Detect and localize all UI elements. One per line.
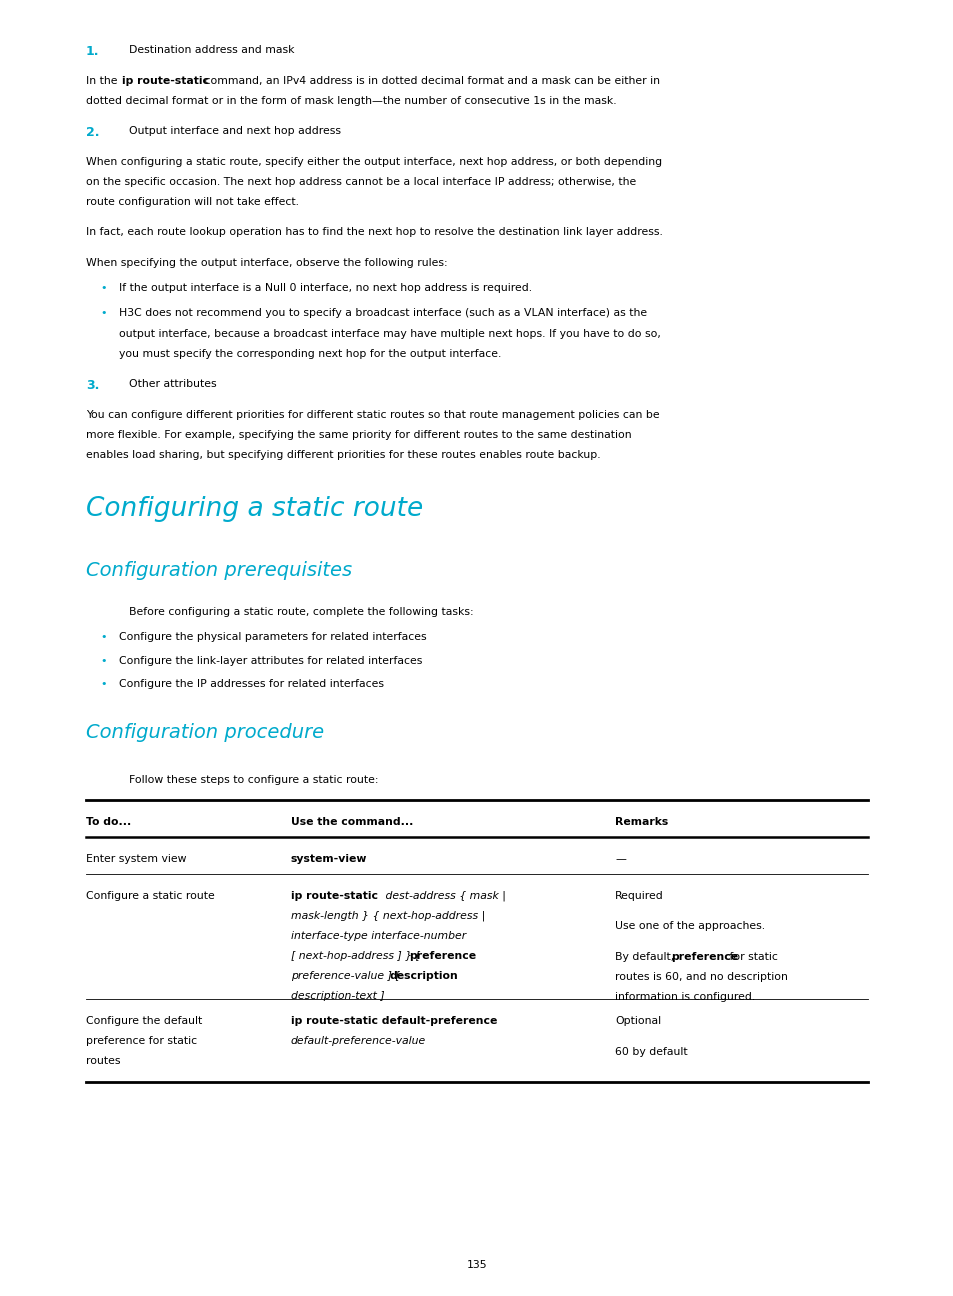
Text: 60 by default: 60 by default: [615, 1047, 687, 1056]
Text: 135: 135: [466, 1260, 487, 1270]
Text: ip route-static: ip route-static: [291, 890, 377, 901]
Text: Other attributes: Other attributes: [129, 378, 216, 389]
Text: Enter system view: Enter system view: [86, 854, 186, 863]
Text: dotted decimal format or in the form of mask length—the number of consecutive 1s: dotted decimal format or in the form of …: [86, 96, 616, 106]
Text: Configuration prerequisites: Configuration prerequisites: [86, 560, 352, 579]
Text: Configure the IP addresses for related interfaces: Configure the IP addresses for related i…: [119, 679, 384, 689]
Text: In fact, each route lookup operation has to find the next hop to resolve the des: In fact, each route lookup operation has…: [86, 227, 662, 237]
Text: •: •: [100, 679, 107, 689]
Text: 3.: 3.: [86, 378, 99, 393]
Text: enables load sharing, but specifying different priorities for these routes enabl: enables load sharing, but specifying dif…: [86, 450, 599, 460]
Text: Destination address and mask: Destination address and mask: [129, 45, 294, 56]
Text: preference: preference: [409, 951, 476, 960]
Text: output interface, because a broadcast interface may have multiple next hops. If : output interface, because a broadcast in…: [119, 328, 660, 338]
Text: 2.: 2.: [86, 126, 99, 140]
Text: preference: preference: [670, 951, 737, 962]
Text: Use one of the approaches.: Use one of the approaches.: [615, 921, 764, 931]
Text: Configure the physical parameters for related interfaces: Configure the physical parameters for re…: [119, 632, 426, 643]
Text: preference for static: preference for static: [86, 1037, 196, 1046]
Text: more flexible. For example, specifying the same priority for different routes to: more flexible. For example, specifying t…: [86, 429, 631, 439]
Text: ip route-static: ip route-static: [122, 76, 209, 86]
Text: Required: Required: [615, 890, 663, 901]
Text: [ next-hop-address ] } [: [ next-hop-address ] } [: [291, 951, 423, 960]
Text: H3C does not recommend you to specify a broadcast interface (such as a VLAN inte: H3C does not recommend you to specify a …: [119, 308, 647, 319]
Text: You can configure different priorities for different static routes so that route: You can configure different priorities f…: [86, 410, 659, 420]
Text: ip route-static default-preference: ip route-static default-preference: [291, 1016, 497, 1026]
Text: information is configured.: information is configured.: [615, 991, 755, 1002]
Text: Configure a static route: Configure a static route: [86, 890, 214, 901]
Text: By default,: By default,: [615, 951, 678, 962]
Text: default-preference-value: default-preference-value: [291, 1037, 426, 1046]
Text: Configuring a static route: Configuring a static route: [86, 495, 423, 522]
Text: on the specific occasion. The next hop address cannot be a local interface IP ad: on the specific occasion. The next hop a…: [86, 176, 636, 187]
Text: for static: for static: [725, 951, 777, 962]
Text: When specifying the output interface, observe the following rules:: When specifying the output interface, ob…: [86, 258, 447, 268]
Text: preference-value ] [: preference-value ] [: [291, 971, 403, 981]
Text: In the: In the: [86, 76, 121, 86]
Text: 1.: 1.: [86, 45, 99, 58]
Text: route configuration will not take effect.: route configuration will not take effect…: [86, 197, 298, 207]
Text: routes: routes: [86, 1056, 120, 1067]
Text: Configure the default: Configure the default: [86, 1016, 202, 1026]
Text: Optional: Optional: [615, 1016, 660, 1026]
Text: description-text ]: description-text ]: [291, 991, 384, 1001]
Text: routes is 60, and no description: routes is 60, and no description: [615, 972, 787, 981]
Text: interface-type interface-number: interface-type interface-number: [291, 931, 466, 941]
Text: •: •: [100, 632, 107, 643]
Text: —: —: [615, 854, 625, 863]
Text: you must specify the corresponding next hop for the output interface.: you must specify the corresponding next …: [119, 349, 501, 359]
Text: command, an IPv4 address is in dotted decimal format and a mask can be either in: command, an IPv4 address is in dotted de…: [201, 76, 659, 86]
Text: Before configuring a static route, complete the following tasks:: Before configuring a static route, compl…: [129, 607, 473, 617]
Text: When configuring a static route, specify either the output interface, next hop a: When configuring a static route, specify…: [86, 157, 661, 167]
Text: mask-length } { next-hop-address |: mask-length } { next-hop-address |: [291, 911, 485, 921]
Text: If the output interface is a Null 0 interface, no next hop address is required.: If the output interface is a Null 0 inte…: [119, 283, 532, 293]
Text: Follow these steps to configure a static route:: Follow these steps to configure a static…: [129, 775, 378, 784]
Text: Configuration procedure: Configuration procedure: [86, 723, 324, 741]
Text: Use the command...: Use the command...: [291, 816, 413, 827]
Text: •: •: [100, 656, 107, 666]
Text: dest-address { mask |: dest-address { mask |: [381, 890, 505, 901]
Text: system-view: system-view: [291, 854, 367, 863]
Text: •: •: [100, 308, 107, 319]
Text: Output interface and next hop address: Output interface and next hop address: [129, 126, 340, 136]
Text: Configure the link-layer attributes for related interfaces: Configure the link-layer attributes for …: [119, 656, 422, 666]
Text: To do...: To do...: [86, 816, 131, 827]
Text: Remarks: Remarks: [615, 816, 668, 827]
Text: •: •: [100, 283, 107, 293]
Text: description: description: [389, 971, 457, 981]
